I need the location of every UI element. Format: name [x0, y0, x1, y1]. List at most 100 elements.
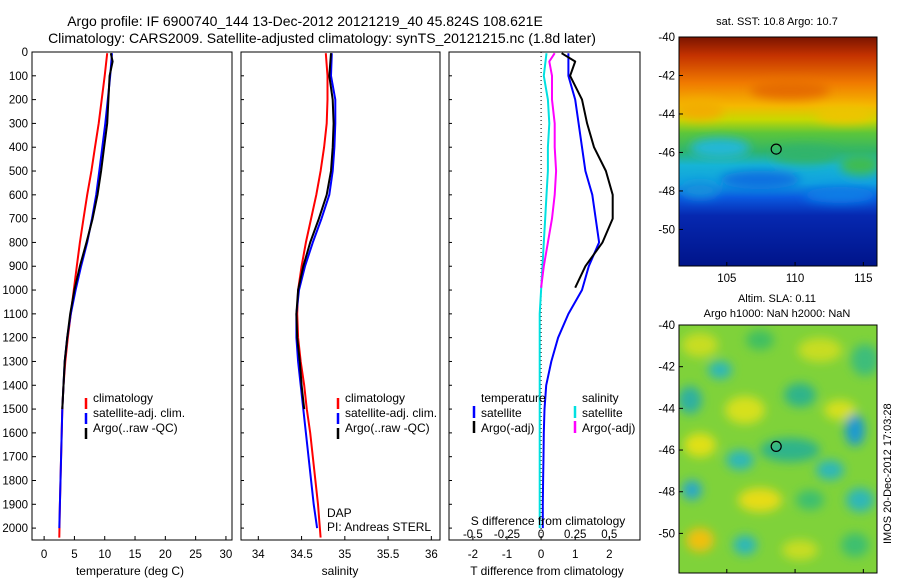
map-y-tick-label: -48: [658, 487, 675, 499]
salinity-tick-labels: 34 34.5 35 35.5 36: [241, 51, 438, 561]
map-y-tick-label: -50: [658, 224, 675, 236]
temperature-satellite-line: [541, 53, 601, 529]
depth-tick-label: 1500: [2, 404, 28, 416]
sla-map-frame: [678, 324, 878, 574]
temperature-xlabel: temperature (deg C): [76, 564, 184, 578]
legend-heading-temperature: temperature: [481, 391, 546, 405]
x-tick-label: 34: [252, 549, 265, 561]
difference-profiles: [538, 52, 614, 540]
temperature-profiles: [58, 52, 114, 538]
difference-panel: -2 -1 0 1 2 -0.5 -0.25 0 0.25 0.5 T difference f…: [448, 51, 641, 578]
map-y-tick-label: -46: [658, 147, 675, 159]
salinity-panel: 34 34.5 35 35.5 36 salinity climatology sate…: [240, 51, 441, 578]
x-tick-label: 35: [338, 549, 351, 561]
depth-tick-label: 1300: [2, 356, 28, 368]
map-y-tick-label: -46: [658, 445, 675, 457]
depth-tick-label: 0: [22, 47, 28, 59]
salinity-axes-frame: [240, 51, 441, 541]
difference-legend: temperature satellite Argo(-adj) salinit…: [472, 391, 635, 435]
sla-map-title-line2: Argo h1000: NaN h2000: NaN: [704, 308, 851, 320]
depth-tick-label: 700: [9, 214, 28, 226]
top-x-tick-label: 0: [538, 529, 544, 541]
x-tick-label: -2: [468, 549, 478, 561]
depth-tick-label: 100: [9, 71, 28, 83]
dap-annotation: DAP: [327, 506, 352, 520]
x-tick-label: 1: [572, 549, 578, 561]
depth-tick-label: 1900: [2, 499, 28, 511]
depth-tick-labels: 0 100 200 300 400 500 600 700 800 900 1000 1100 1200…: [2, 47, 36, 535]
salinity-profiles: [295, 53, 337, 538]
sst-map-tick-labels: 105 110 115 -40 -42 -44 -46 -48 -50: [658, 32, 872, 285]
x-tick-label: 25: [189, 549, 202, 561]
map-x-tick-label: 105: [717, 273, 736, 285]
legend-label-satellite: satellite-adj. clim.: [93, 406, 185, 420]
temperature-argo-adj-line: [561, 52, 614, 289]
legend-label-s-argo: Argo(-adj): [582, 421, 635, 435]
salinity-difference-tick-labels: -0.5 -0.25 0 0.25 0.5: [463, 529, 617, 541]
legend-heading-salinity: salinity: [582, 391, 619, 405]
sla-map-panel: Altim. SLA: 0.11 Argo h1000: NaN h2000: …: [658, 293, 878, 574]
legend-label-satellite: satellite-adj. clim.: [345, 406, 437, 420]
argo-raw-qc-line: [61, 52, 114, 410]
map-y-tick-label: -44: [658, 109, 675, 121]
x-tick-label: 0: [538, 549, 544, 561]
s-difference-label: S difference from climatology: [471, 514, 626, 528]
legend-label-argo: Argo(..raw -QC): [345, 421, 430, 435]
depth-tick-label: 1000: [2, 285, 28, 297]
x-tick-label: 0: [41, 549, 47, 561]
satellite-adj-clim-line: [58, 53, 113, 529]
map-x-tick-label: 110: [786, 273, 804, 285]
depth-tick-label: 1800: [2, 475, 28, 487]
imos-timestamp: IMOS 20-Dec-2012 17:03:28: [882, 403, 894, 544]
x-tick-label: 10: [98, 549, 111, 561]
x-tick-label: 15: [129, 549, 142, 561]
depth-tick-label: 600: [9, 190, 28, 202]
map-y-tick-label: -40: [658, 320, 675, 332]
legend-label-t-satellite: satellite: [481, 406, 522, 420]
sst-map-title: sat. SST: 10.8 Argo: 10.7: [716, 16, 838, 28]
x-tick-label: 35.5: [377, 549, 399, 561]
map-y-tick-label: -40: [658, 32, 675, 44]
salinity-legend: climatology satellite-adj. clim. Argo(..…: [336, 391, 437, 439]
map-y-tick-label: -44: [658, 403, 675, 415]
map-y-tick-label: -42: [658, 362, 675, 374]
salinity-satellite-line: [538, 53, 551, 529]
figure-title-line2: Climatology: CARS2009. Satellite-adjuste…: [48, 30, 596, 46]
argo-location-marker: [770, 143, 782, 155]
sla-field: [679, 325, 877, 573]
pi-annotation: PI: Andreas STERL: [327, 520, 431, 534]
legend-label-argo: Argo(..raw -QC): [93, 421, 178, 435]
sla-map-title-line1: Altim. SLA: 0.11: [738, 293, 816, 305]
map-y-tick-label: -48: [658, 186, 675, 198]
depth-tick-label: 1700: [2, 452, 28, 464]
temperature-axes-frame: [31, 51, 233, 541]
temperature-tick-labels: 0 5 10 15 20 25 30: [41, 536, 232, 561]
legend-label-climatology: climatology: [345, 391, 405, 405]
top-x-tick-label: 0.5: [601, 529, 617, 541]
depth-tick-label: 1600: [2, 428, 28, 440]
top-x-tick-label: -0.5: [463, 529, 483, 541]
x-tick-label: 20: [159, 549, 172, 561]
top-x-tick-label: 0.25: [564, 529, 586, 541]
salinity-argo-adj-line: [540, 52, 558, 288]
legend-label-climatology: climatology: [93, 391, 153, 405]
x-tick-label: 34.5: [290, 549, 312, 561]
x-tick-label: 5: [71, 549, 77, 561]
x-tick-label: 36: [425, 549, 438, 561]
t-difference-xlabel: T difference from climatology: [470, 564, 624, 578]
sst-map-panel: sat. SST: 10.8 Argo: 10.7 105 110 115 -40 -4…: [658, 16, 878, 285]
figure-title-line1: Argo profile: IF 6900740_144 13-Dec-2012…: [67, 13, 543, 29]
map-y-tick-label: -50: [658, 528, 675, 540]
map-x-tick-label: 115: [854, 273, 872, 285]
argo-raw-qc-line: [295, 53, 335, 410]
depth-tick-label: 1200: [2, 333, 28, 345]
depth-tick-label: 400: [9, 142, 28, 154]
x-tick-label: 2: [606, 549, 612, 561]
depth-tick-label: 500: [9, 166, 28, 178]
sst-field: [679, 37, 877, 266]
temperature-panel: 0100200300400500600700800900100011001200…: [2, 47, 233, 578]
legend-label-t-argo: Argo(-adj): [481, 421, 534, 435]
map-y-tick-label: -42: [658, 70, 675, 82]
